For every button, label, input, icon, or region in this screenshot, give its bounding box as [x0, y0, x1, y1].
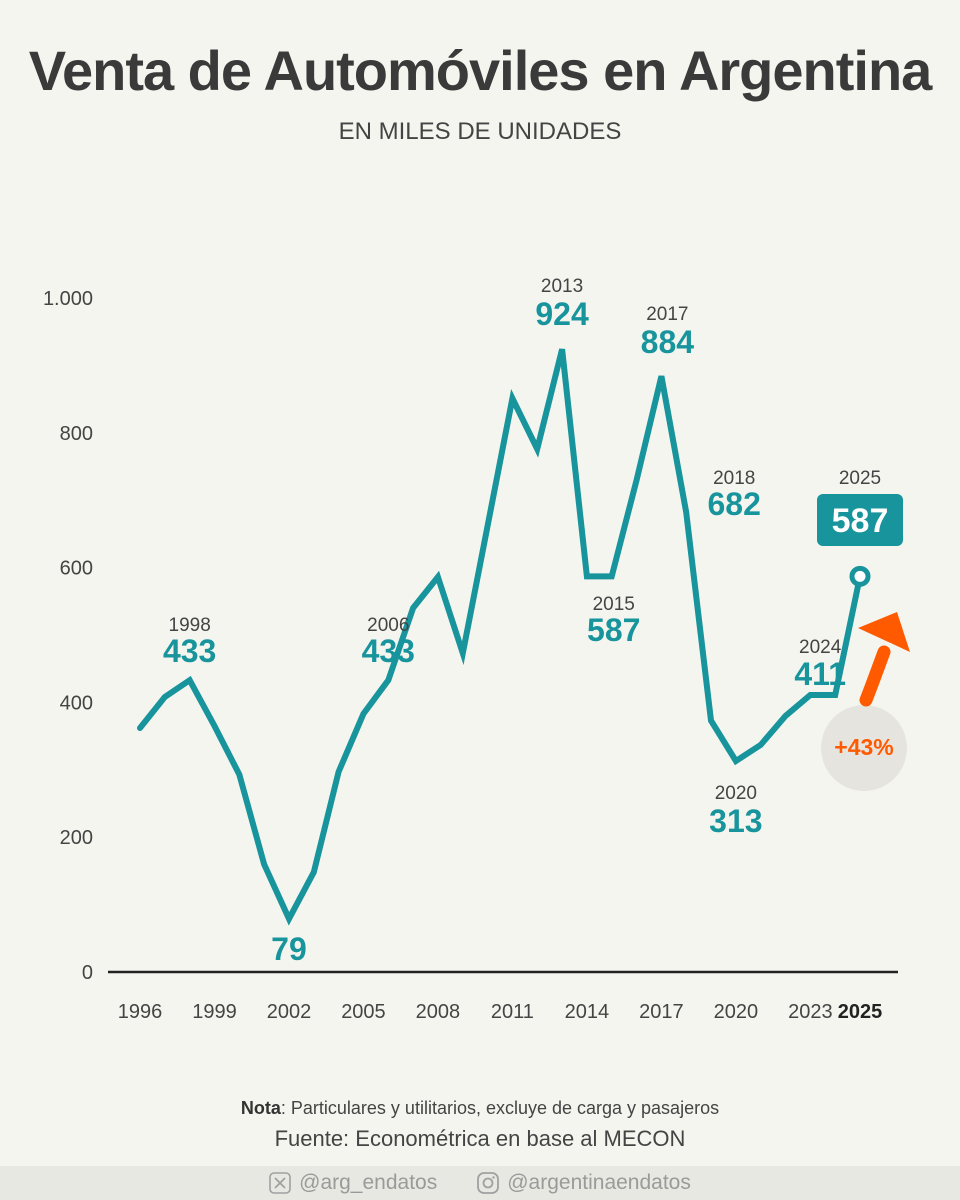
social-instagram-handle: @argentinaendatos [507, 1171, 691, 1194]
x-tick-label: 2017 [639, 1001, 684, 1023]
y-axis: 0 200 400 600 800 1.000 [43, 288, 93, 984]
last-point-marker [849, 565, 871, 587]
x-tick-label: 2008 [416, 1001, 461, 1023]
annotation-value: 884 [641, 324, 695, 360]
annotation-year: 2018 [713, 468, 755, 489]
annotation-year: 2013 [541, 276, 583, 297]
line-chart: 0 200 400 600 800 1.000 1996 1999 2002 2005 2008 2… [43, 276, 910, 1023]
annotation-value: 411 [794, 656, 846, 692]
change-badge-circle [821, 705, 907, 791]
annotation-value: 79 [271, 931, 307, 967]
footer-note: Nota: Particulares y utilitarios, excluy… [0, 1098, 960, 1119]
x-tick-label: 2023 [788, 1001, 833, 1023]
x-tick-label: 2005 [341, 1001, 386, 1023]
x-tick-label: 2014 [565, 1001, 610, 1023]
x-tick-label: 2011 [491, 1001, 534, 1023]
arrow-up-icon [859, 645, 891, 707]
annotation-year: 2020 [715, 783, 757, 804]
y-tick-label: 800 [60, 423, 93, 445]
social-x-handle: @arg_endatos [299, 1171, 438, 1194]
arrow-head-icon [858, 612, 910, 652]
annotation-year: 2006 [367, 615, 409, 636]
annotation-value: 313 [709, 803, 762, 839]
change-badge-label: +43% [834, 734, 893, 760]
series-line [137, 348, 863, 926]
note-label: Nota [240, 1098, 281, 1118]
annotation-year: 2017 [646, 304, 688, 325]
y-tick-label: 0 [82, 962, 93, 984]
social-x[interactable]: @arg_endatos [269, 1171, 437, 1195]
annotation-value: 433 [362, 633, 415, 669]
x-tick-label: 2020 [714, 1001, 759, 1023]
annotation-value: 587 [587, 612, 640, 648]
page-title: Venta de Automóviles en Argentina [28, 39, 933, 102]
note-text: : Particulares y utilitarios, excluye de… [280, 1098, 720, 1118]
annotation-year: 2024 [799, 637, 842, 658]
annotation-year: 1998 [169, 615, 211, 636]
y-tick-label: 200 [60, 827, 93, 849]
y-tick-label: 600 [60, 558, 93, 580]
annotation-year: 2015 [593, 594, 635, 615]
annotation-layer: 1998433792006433201392420155872017884201… [163, 276, 903, 967]
social-bar: @arg_endatos @argentinaendatos [0, 1166, 960, 1200]
series-layer [137, 348, 871, 926]
instagram-icon [477, 1172, 500, 1194]
x-tick-label: 2002 [267, 1001, 312, 1023]
annotation-year: 2025 [839, 468, 881, 489]
x-logo-icon [269, 1172, 291, 1194]
social-instagram[interactable]: @argentinaendatos [477, 1171, 691, 1195]
annotation-value: 924 [535, 296, 589, 332]
x-axis: 1996 1999 2002 2005 2008 2011 2014 2017 2020 2023… [108, 970, 898, 1023]
page-subtitle: EN MILES DE UNIDADES [338, 118, 622, 145]
annotation-value: 682 [708, 486, 761, 522]
annotation-value-highlight: 587 [832, 502, 889, 540]
x-tick-label: 1999 [192, 1001, 237, 1023]
y-tick-label: 1.000 [43, 288, 93, 310]
y-tick-label: 400 [60, 692, 93, 714]
footer-source: Fuente: Econométrica en base al MECON [274, 1126, 686, 1151]
x-tick-label: 2025 [838, 1001, 883, 1023]
x-tick-label: 1996 [118, 1001, 163, 1023]
highlight-value-box [817, 494, 903, 546]
change-badge-layer: +43% [821, 612, 910, 791]
annotation-value: 433 [163, 633, 216, 669]
